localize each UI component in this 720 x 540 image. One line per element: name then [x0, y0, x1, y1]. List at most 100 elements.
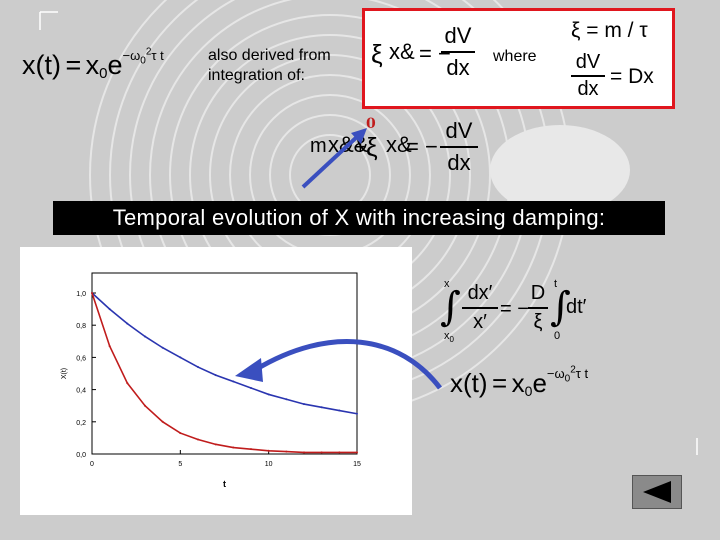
int-eq: = − — [500, 298, 529, 320]
int2-den: ξ — [533, 311, 543, 333]
mid-eq-den: dx — [447, 150, 471, 175]
bottom-eq-exp-sup: 2 — [570, 364, 576, 376]
mid-eq-xdot: x& — [386, 132, 412, 157]
mid-eq-eq: = − — [406, 134, 438, 159]
section-banner: Temporal evolution of X with increasing … — [53, 201, 665, 235]
mid-eq-fraction: dV dx — [440, 118, 478, 176]
series-point-1 — [179, 432, 182, 435]
bottom-eq-sub: 0 — [524, 383, 533, 400]
bottom-eq-exp-sub: 0 — [564, 373, 571, 385]
bottom-eq-lhs: x(t) — [450, 368, 488, 398]
series-point-0 — [303, 403, 305, 406]
series-point-1 — [161, 420, 164, 423]
series-point-0 — [179, 356, 182, 359]
box-eq3-num: dV — [575, 51, 601, 73]
y-tick-label: 0,8 — [76, 323, 86, 330]
series-point-1 — [126, 382, 129, 385]
series-point-1 — [338, 451, 341, 454]
series-point-0 — [356, 412, 358, 415]
top-eq-sub: 0 — [99, 65, 108, 83]
series-point-0 — [250, 386, 252, 389]
box-eq1-xdot: x& — [389, 39, 415, 64]
plot-frame — [91, 272, 358, 455]
top-eq-base: x — [85, 50, 100, 80]
middle-equation: m x&& + ξ x& = − dV dx 0 — [310, 116, 490, 180]
series-line-1 — [91, 292, 357, 454]
integral-equation: x ∫ x0 dx′ x′ = − D ξ t ∫ 0 dt′ — [438, 278, 618, 348]
definitions-box: ξ x& = − dV dx where ξ = m / τ dV dx = D… — [362, 8, 675, 109]
series-point-1 — [197, 438, 199, 441]
derived-line-2: integration of: — [208, 67, 305, 84]
bottom-eq-base: x — [511, 368, 525, 398]
series-point-1 — [214, 443, 217, 446]
series-point-1 — [356, 451, 358, 454]
box-eq2: ξ = m / τ — [571, 19, 648, 42]
top-equation: x(t) = x0e−ω02τ t — [22, 46, 164, 83]
int1-fraction: dx′ x′ — [462, 282, 498, 334]
series-point-1 — [144, 404, 146, 407]
int2-fraction: D ξ — [528, 282, 548, 334]
series-point-1 — [108, 345, 111, 348]
y-tick-label: 1,0 — [76, 291, 86, 298]
series-point-1 — [232, 446, 235, 449]
box-eq1-eq: = − — [419, 41, 451, 66]
y-tick-label: 0,0 — [76, 452, 86, 459]
int2-upper: t — [554, 278, 558, 290]
y-tick-label: 0,2 — [76, 420, 86, 427]
top-eq-exp-sub: 0 — [140, 55, 146, 67]
derived-text: also derived from integration of: — [208, 46, 331, 86]
int1-den: x′ — [473, 311, 487, 333]
series-line-0 — [91, 292, 358, 415]
mid-eq-num: dV — [445, 118, 473, 143]
mid-eq-m: m — [310, 135, 327, 157]
box-eq1-fraction: dV dx — [441, 23, 475, 81]
chart-panel: 1,0 0,8 0,6 0,4 0,2 0,0 0 5 10 15 t X(t) — [20, 247, 412, 515]
int2-num: D — [530, 282, 546, 304]
mid-eq-zero: 0 — [366, 116, 376, 132]
series-point-1 — [91, 292, 93, 294]
back-triangle-icon — [643, 481, 671, 503]
top-eq-e: e — [107, 50, 123, 80]
top-eq-lhs: x(t) — [22, 50, 61, 80]
back-button[interactable] — [632, 475, 682, 509]
series-point-1 — [285, 450, 288, 453]
series-point-0 — [338, 409, 341, 412]
box-eq1-num: dV — [444, 23, 472, 48]
series-point-0 — [126, 322, 129, 325]
series-point-0 — [214, 374, 217, 377]
series-point-0 — [144, 335, 146, 338]
int1-num: dx′ — [467, 282, 493, 304]
top-eq-equals: = — [65, 50, 82, 80]
series-point-1 — [303, 451, 305, 454]
series-point-1 — [250, 448, 252, 451]
y-axis-label: X(t) — [61, 368, 68, 379]
mid-eq-plus: + — [354, 134, 367, 159]
int1-sign: ∫ — [440, 284, 461, 330]
bottom-eq-exp-tail: τ t — [575, 365, 589, 381]
bottom-eq-exp: −ω — [546, 365, 565, 381]
damping-chart: 1,0 0,8 0,6 0,4 0,2 0,0 0 5 10 15 t X(t) — [61, 272, 361, 489]
int1-lower-sub: 0 — [449, 335, 454, 345]
y-tick-label: 0,6 — [76, 355, 86, 362]
series-point-0 — [161, 346, 164, 349]
series-point-0 — [232, 380, 235, 383]
x-tick-label: 0 — [90, 461, 94, 468]
int1-lower: x0 — [444, 330, 454, 344]
x-tick-label: 10 — [265, 461, 273, 468]
derived-line-1: also derived from — [208, 47, 331, 64]
top-eq-exp-tail: τ t — [151, 47, 164, 63]
series-point-0 — [108, 308, 111, 311]
series-point-1 — [267, 449, 270, 452]
bottom-equation: x(t) = x0e−ω02τ t — [450, 364, 589, 400]
series-point-1 — [320, 451, 323, 454]
x-tick-label: 15 — [353, 461, 361, 468]
int2-sign: ∫ — [550, 284, 571, 330]
box-eq3-rhs: = Dx — [610, 65, 654, 88]
int1-upper: x — [444, 278, 450, 290]
box-eq1-den: dx — [446, 55, 470, 80]
int1-lower-x: x — [444, 330, 450, 342]
series-point-0 — [267, 393, 270, 396]
int2-body: dt′ — [566, 296, 587, 318]
bottom-eq-equals: = — [492, 368, 508, 398]
series-point-0 — [285, 398, 288, 401]
